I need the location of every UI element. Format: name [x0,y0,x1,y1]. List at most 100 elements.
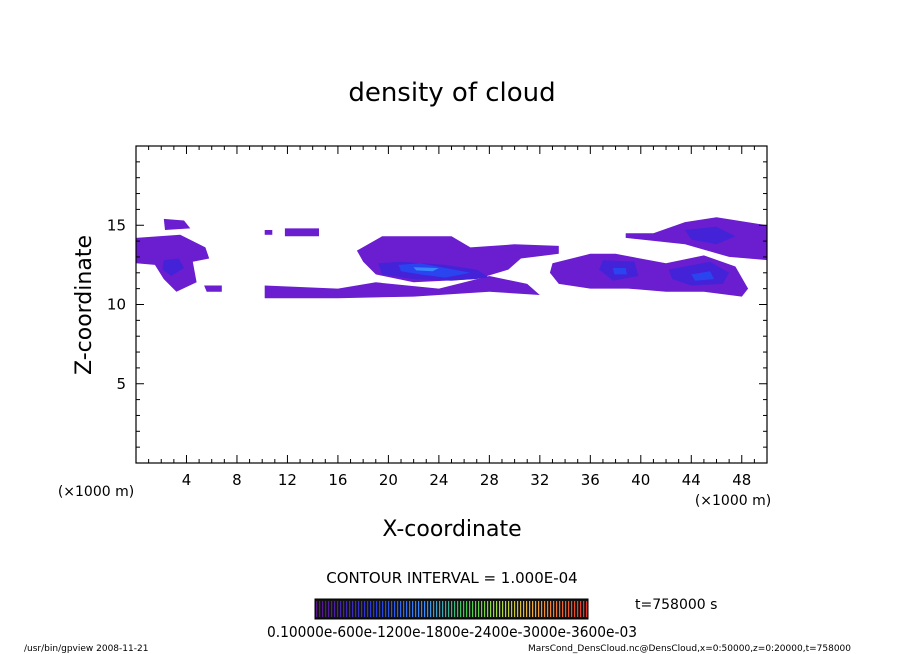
colorbar-stripe [349,601,351,617]
colorbar-stripe [340,601,342,617]
colorbar-stripe [442,601,444,617]
colorbar-stripe [478,601,480,617]
cloud-region-core-9 [398,263,471,278]
colorbar-stripe [535,601,537,617]
colorbar-stripe [511,601,513,617]
colorbar-stripe [520,601,522,617]
plot-frame [135,145,768,464]
colorbar-labels: 0.10000e-600e-1200e-1800e-2400e-3000e-36… [267,623,637,641]
colorbar-stripe [433,601,435,617]
colorbar-stripe [370,601,372,617]
colorbar-stripe [352,601,354,617]
colorbar-stripe [514,601,516,617]
colorbar-stripe [358,601,360,617]
colorbar-stripe [550,601,552,617]
colorbar-stripe [388,601,390,617]
colorbar-stripe [391,601,393,617]
colorbar-stripe [451,601,453,617]
cloud-region-outer-3 [204,285,222,292]
colorbar-stripe [376,601,378,617]
colorbar-stripe [484,601,486,617]
contour-interval: CONTOUR INTERVAL = 1.000E-04 [326,569,577,587]
colorbar-stripe [496,601,498,617]
y-tick-label: 15 [107,216,126,234]
x-tick-label: 8 [232,471,242,489]
colorbar-stripe [499,601,501,617]
colorbar-stripe [547,601,549,617]
colorbar-stripe [553,601,555,617]
colorbar [315,599,588,619]
colorbar-stripe [541,601,543,617]
colorbar-stripe [337,601,339,617]
chart-title: density of cloud [348,78,555,108]
colorbar-stripe [565,601,567,617]
cloud-region-outer-1 [163,218,191,230]
colorbar-stripe [382,601,384,617]
colorbar-stripe [568,601,570,617]
colorbar-stripe [577,601,579,617]
colorbar-stripe [436,601,438,617]
colorbar-stripe [325,601,327,617]
colorbar-stripe [493,601,495,617]
colorbar-stripe [394,601,396,617]
colorbar-stripe [418,601,420,617]
colorbar-stripe [403,601,405,617]
colorbar-stripe [460,601,462,617]
colorbar-stripe [475,601,477,617]
colorbar-stripe [439,601,441,617]
colorbar-stripe [487,601,489,617]
colorbar-stripe [346,601,348,617]
colorbar-stripe [469,601,471,617]
footer-left: /usr/bin/gpview 2008-11-21 [24,644,148,654]
x-unit-right: (×1000 m) [695,493,771,509]
cloud-density-regions [136,217,767,299]
x-tick-label: 4 [182,471,192,489]
colorbar-stripe [445,601,447,617]
colorbar-stripe [412,601,414,617]
colorbar-stripe [355,601,357,617]
colorbar-stripe [502,601,504,617]
colorbar-stripe [427,601,429,617]
cloud-region-core-16 [613,268,627,275]
colorbar-stripe [331,601,333,617]
x-tick-label: 40 [631,471,650,489]
colorbar-stripe [424,601,426,617]
colorbar-stripe [361,601,363,617]
colorbar-stripe [505,601,507,617]
x-tick-label: 48 [732,471,751,489]
colorbar-stripe [463,601,465,617]
cloud-region-peak-10 [413,267,439,272]
colorbar-stripe [490,601,492,617]
colorbar-stripe [367,601,369,617]
colorbar-stripe [559,601,561,617]
colorbar-stripe [409,601,411,617]
colorbar-stripe [508,601,510,617]
cloud-region-core-17 [691,271,714,281]
colorbar-stripe [322,601,324,617]
colorbar-stripe [517,601,519,617]
colorbar-stripe [571,601,573,617]
colorbar-stripe [334,601,336,617]
colorbar-stripe [556,601,558,617]
colorbar-stripe [529,601,531,617]
colorbar-stripe [319,601,321,617]
colorbar-stripe [538,601,540,617]
cloud-region-mid-15 [685,226,736,245]
colorbar-stripe [397,601,399,617]
colorbar-stripe [430,601,432,617]
colorbar-stripe [454,601,456,617]
x-tick-label: 44 [682,471,701,489]
colorbar-stripe [343,601,345,617]
x-tick-label: 12 [278,471,297,489]
colorbar-frame [314,598,589,620]
cloud-region-mid-2 [162,258,184,276]
time-label: t=758000 s [635,597,717,613]
y-tick-label: 5 [116,375,126,393]
cloud-region-outer-5 [284,228,319,237]
x-tick-label: 24 [429,471,448,489]
colorbar-stripe [562,601,564,617]
footer-right: MarsCond_DensCloud.nc@DensCloud,x=0:5000… [528,644,851,654]
colorbar-stripe [385,601,387,617]
y-axis-title: Z-coordinate [72,235,97,375]
